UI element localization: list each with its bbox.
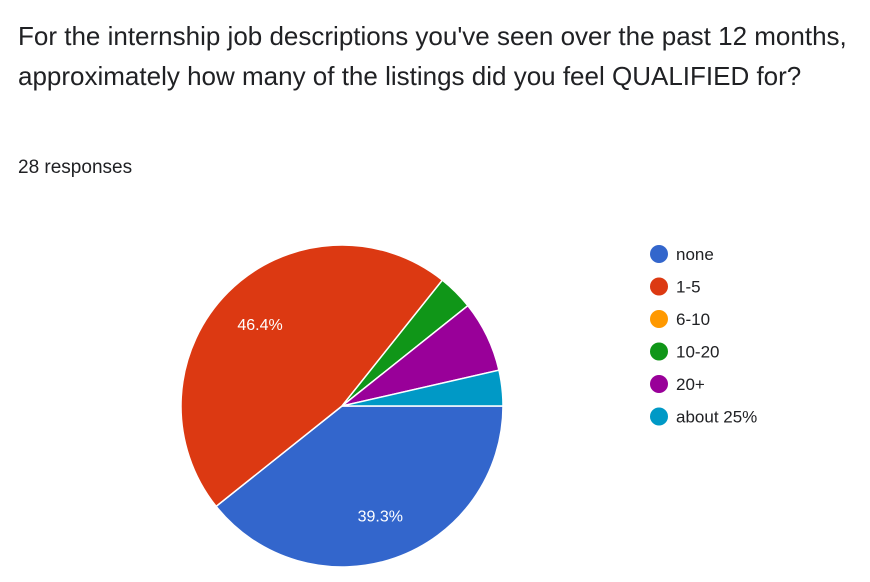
pie-slice-label: 39.3% <box>358 508 403 525</box>
response-count: 28 responses <box>18 157 133 178</box>
question-title: For the internship job descriptions you'… <box>18 21 847 91</box>
pie-slice-label: 46.4% <box>237 317 282 334</box>
legend-swatch <box>650 245 668 263</box>
legend-swatch <box>650 310 668 328</box>
pie-slice-about-25-[interactable] <box>341 369 504 407</box>
legend-swatch <box>650 375 668 393</box>
pie-slice-none[interactable] <box>215 405 504 568</box>
legend-label: 1-5 <box>676 278 701 297</box>
legend-label: 20+ <box>676 375 705 394</box>
legend-swatch <box>650 407 668 426</box>
chart-legend: none 1-5 6-10 10-20 20+ about 25% <box>650 245 757 427</box>
legend-label: about 25% <box>676 408 757 427</box>
legend-swatch <box>650 342 668 361</box>
pie-slice-1-5[interactable] <box>180 244 444 508</box>
legend-label: 10-20 <box>676 343 719 362</box>
pie-labels: 39.3% 46.4% <box>237 317 403 525</box>
legend-label: none <box>676 245 714 264</box>
legend-label: 6-10 <box>676 310 710 329</box>
legend-swatch <box>650 277 668 296</box>
pie-slices <box>180 244 504 568</box>
